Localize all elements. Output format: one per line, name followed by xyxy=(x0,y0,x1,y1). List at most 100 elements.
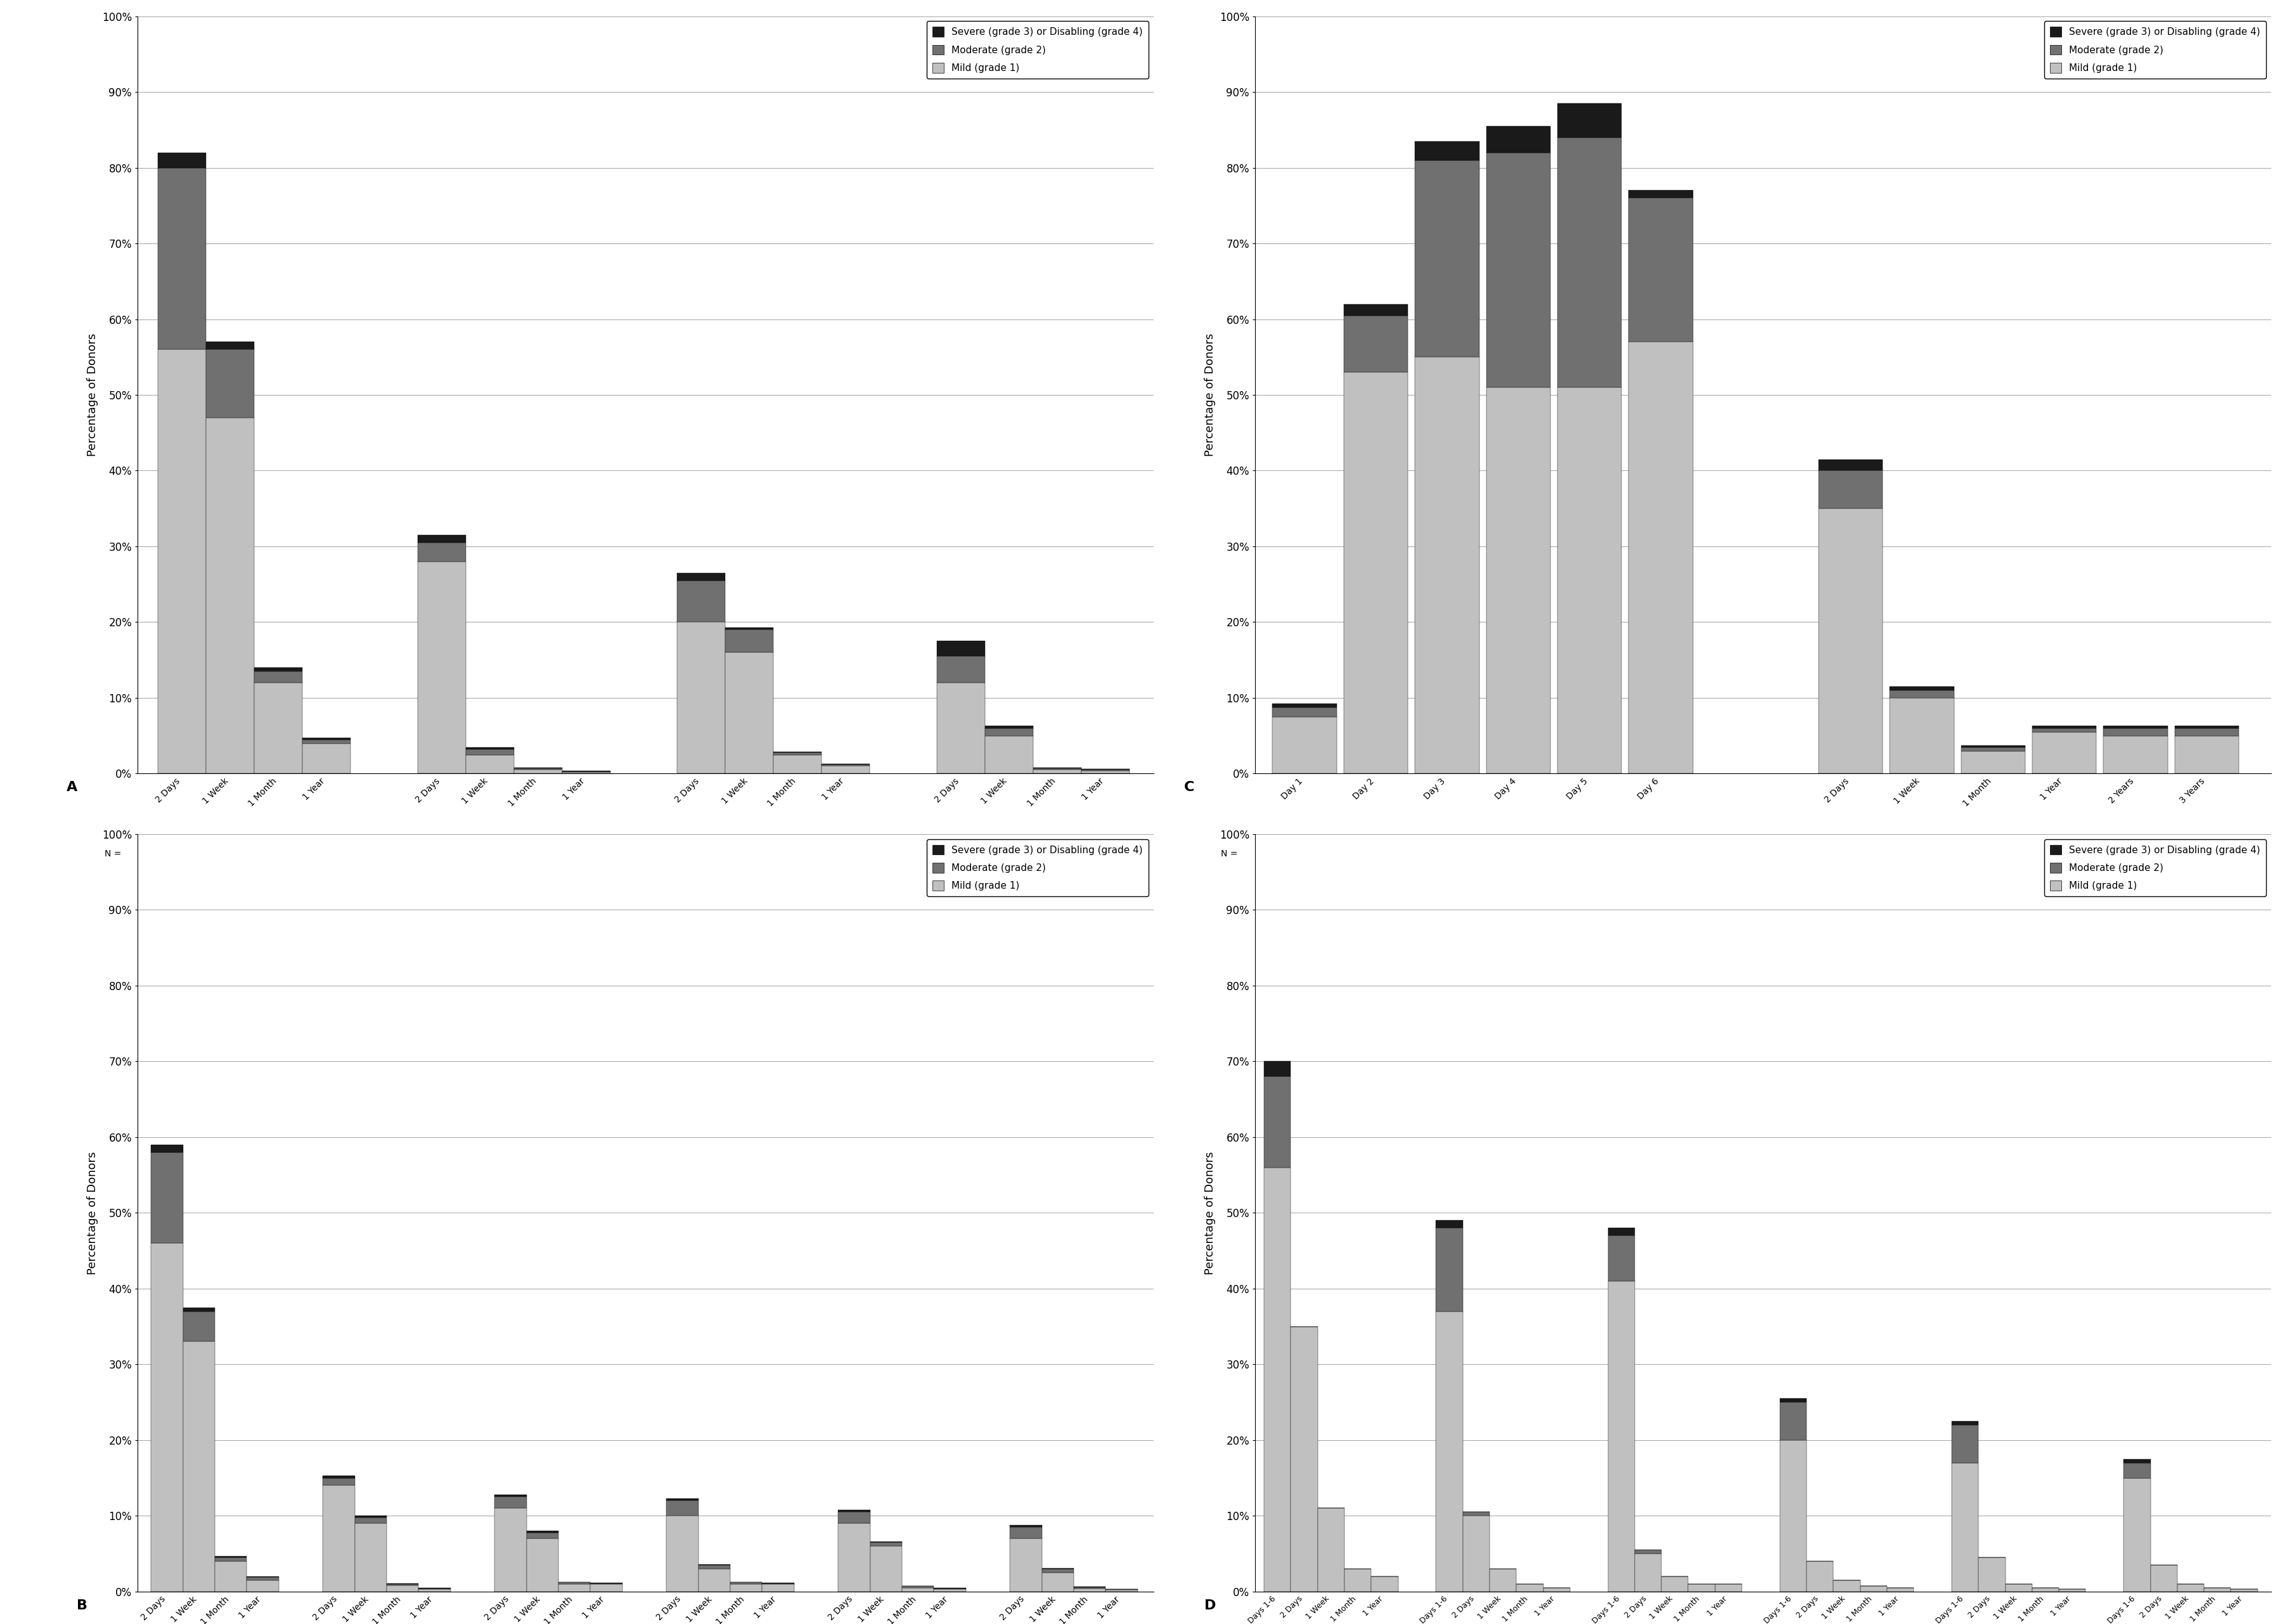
Bar xyxy=(1890,698,1954,773)
Text: 1486: 1486 xyxy=(1046,849,1067,857)
Bar xyxy=(1344,304,1409,315)
Text: 1354: 1354 xyxy=(787,849,807,857)
Bar xyxy=(2032,732,2097,773)
Text: 1127: 1127 xyxy=(835,849,856,857)
Bar xyxy=(1819,460,1883,471)
Text: Back or Hip: Back or Hip xyxy=(225,872,284,883)
Text: A: A xyxy=(67,781,78,794)
Text: Throat: Throat xyxy=(498,872,532,883)
Bar xyxy=(1009,1538,1041,1592)
Text: C: C xyxy=(1184,781,1195,794)
Bar xyxy=(1344,315,1409,372)
Y-axis label: Percentage of Donors: Percentage of Donors xyxy=(1204,333,1216,456)
Bar xyxy=(837,1523,869,1592)
Bar xyxy=(528,1538,557,1592)
Bar xyxy=(418,562,466,773)
Bar xyxy=(2032,726,2097,728)
Text: 2709: 2709 xyxy=(1840,849,1860,857)
Bar xyxy=(936,682,984,773)
Bar xyxy=(2124,1463,2149,1478)
Bar xyxy=(1688,1583,1716,1592)
Bar xyxy=(323,1478,356,1486)
Bar xyxy=(936,656,984,682)
Bar xyxy=(1344,372,1409,773)
Bar xyxy=(1372,1577,1397,1592)
Text: 1237: 1237 xyxy=(479,849,500,857)
Bar xyxy=(1808,1561,1833,1592)
Bar xyxy=(1487,388,1551,773)
Bar xyxy=(1952,1421,1977,1424)
Bar xyxy=(984,728,1032,736)
Bar xyxy=(1009,1525,1041,1527)
Bar xyxy=(1415,357,1480,773)
Bar xyxy=(1780,1402,1808,1440)
Bar xyxy=(773,752,821,755)
Bar xyxy=(418,1590,450,1592)
Bar xyxy=(668,1515,697,1592)
Bar xyxy=(1436,1220,1464,1228)
Bar xyxy=(2124,1478,2149,1592)
Bar xyxy=(1264,1168,1292,1592)
Bar xyxy=(1273,703,1337,708)
Bar xyxy=(2149,1566,2177,1592)
Bar xyxy=(1292,1327,1317,1592)
Bar xyxy=(869,1546,902,1592)
Bar xyxy=(1819,471,1883,508)
Bar xyxy=(1487,153,1551,388)
Bar xyxy=(1032,770,1080,773)
Bar xyxy=(762,1583,794,1592)
Bar xyxy=(184,1341,216,1592)
Text: 1127: 1127 xyxy=(576,849,596,857)
Bar xyxy=(323,1486,356,1592)
Bar xyxy=(697,1566,729,1569)
Bar xyxy=(1961,750,2026,773)
Bar xyxy=(2230,1590,2257,1592)
Bar xyxy=(418,534,466,542)
Text: 2381: 2381 xyxy=(1365,849,1386,857)
Bar xyxy=(1716,1583,1741,1592)
Bar xyxy=(1636,1549,1661,1554)
Bar xyxy=(1487,127,1551,153)
Text: 2383: 2383 xyxy=(1294,849,1314,857)
Bar xyxy=(1317,1509,1344,1592)
Bar xyxy=(1558,138,1622,388)
Bar xyxy=(773,755,821,773)
Bar xyxy=(869,1543,902,1546)
Bar xyxy=(1516,1583,1544,1592)
Bar xyxy=(2104,736,2168,773)
Bar xyxy=(466,749,514,755)
Text: 1355: 1355 xyxy=(268,849,289,857)
Bar xyxy=(677,622,725,773)
Bar xyxy=(1629,343,1693,773)
Text: 1482: 1482 xyxy=(2198,849,2216,857)
Bar xyxy=(984,726,1032,728)
Bar xyxy=(496,1497,528,1509)
Bar xyxy=(1558,388,1622,773)
Bar xyxy=(2104,726,2168,728)
Y-axis label: Percentage of Donors: Percentage of Donors xyxy=(1204,1151,1216,1275)
Text: 1493: 1493 xyxy=(690,849,711,857)
Text: 2374: 2374 xyxy=(1507,849,1528,857)
Bar xyxy=(255,667,303,671)
Bar xyxy=(1860,1587,1888,1592)
Text: 2312: 2312 xyxy=(2127,849,2145,857)
Bar xyxy=(2175,728,2239,736)
Bar xyxy=(2005,1583,2032,1592)
Bar xyxy=(1780,1440,1808,1592)
Bar xyxy=(1074,1588,1106,1592)
Text: Headache: Headache xyxy=(1007,872,1060,883)
Bar xyxy=(697,1569,729,1592)
Bar xyxy=(1436,1311,1464,1592)
Text: 1492: 1492 xyxy=(172,849,193,857)
Bar xyxy=(255,671,303,682)
Bar xyxy=(151,1242,184,1592)
Bar xyxy=(1464,1515,1489,1592)
Bar xyxy=(356,1517,388,1523)
Bar xyxy=(677,573,725,580)
Bar xyxy=(1344,1569,1372,1592)
Bar xyxy=(1415,161,1480,357)
Bar xyxy=(934,1590,966,1592)
Bar xyxy=(1436,1228,1464,1311)
Bar xyxy=(466,755,514,773)
Bar xyxy=(1819,508,1883,773)
